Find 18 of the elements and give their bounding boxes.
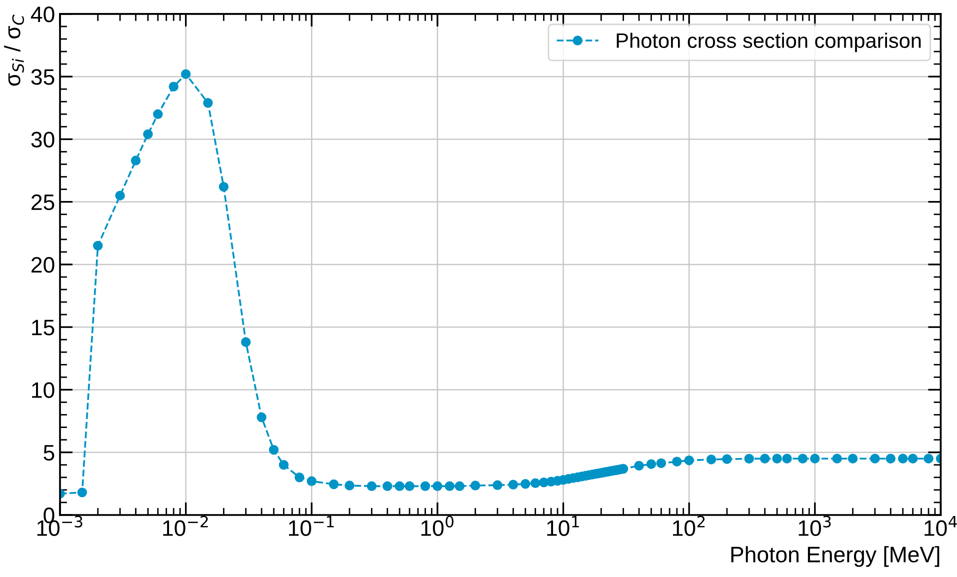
x-tick-label: 10$^{0}$ (421, 516, 454, 536)
x-axis-title: Photon Energy [MeV] (731, 546, 940, 567)
y-tick-label: 40 (30, 6, 54, 22)
y-axis-title: σ$_{Si}$ / σ$_{C}$ (4, 14, 24, 86)
x-tick-label: 10$^{3}$ (798, 516, 831, 536)
x-tick-label: 10$^{1}$ (547, 516, 579, 536)
y-tick-label: 5 (44, 445, 54, 461)
legend-label: Photon cross section comparison (616, 32, 921, 52)
y-tick-label: 15 (32, 320, 54, 336)
x-tick-label: 10$^{2}$ (673, 516, 705, 536)
y-tick-label: 35 (31, 69, 54, 85)
y-tick-label: 30 (31, 132, 54, 148)
x-tick-label: 10$^{4}$ (924, 516, 957, 536)
y-tick-label: 25 (32, 194, 54, 210)
y-tick-label: 10 (32, 382, 54, 398)
y-tick-label: 20 (32, 257, 54, 273)
x-tick-label: 10$^{−2}$ (163, 516, 208, 536)
x-tick-label: 10$^{−1}$ (289, 516, 334, 536)
